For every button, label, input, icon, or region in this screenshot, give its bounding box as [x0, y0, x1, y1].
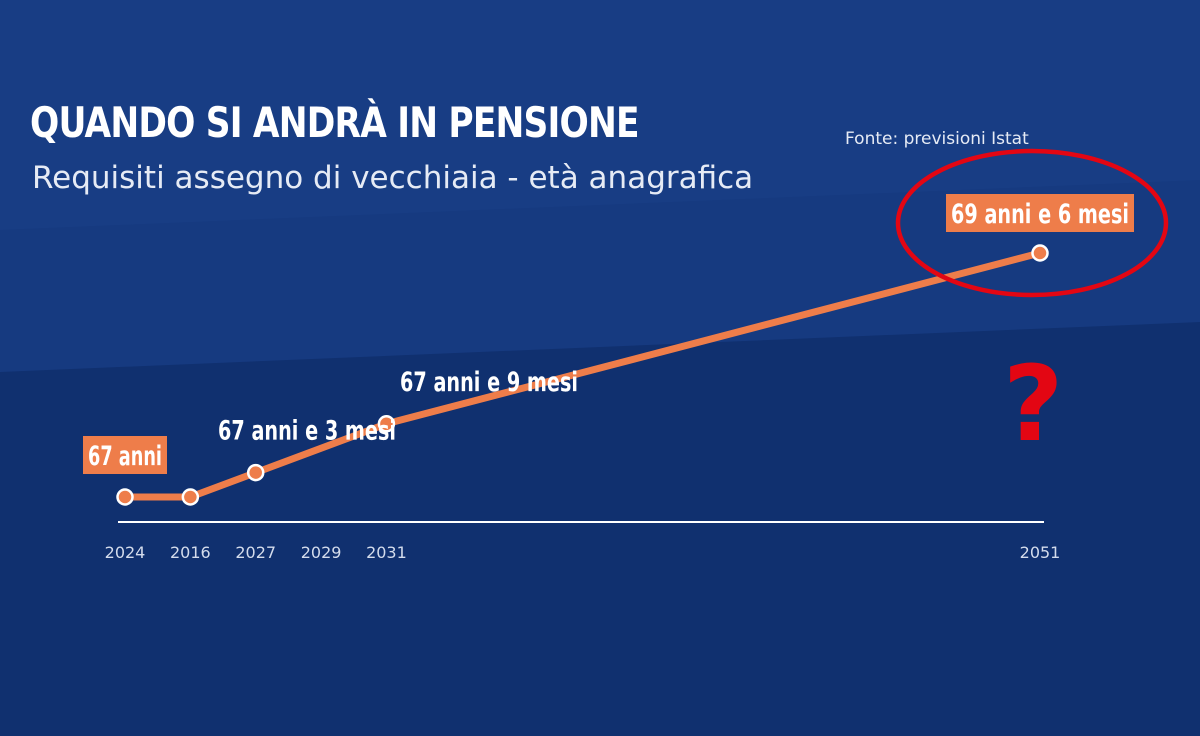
source-note: Fonte: previsioni Istat: [845, 129, 1029, 149]
data-label: 67 anni e 9 mesi: [400, 367, 578, 398]
data-label-box: [83, 436, 167, 474]
x-tick-label: 2029: [301, 543, 342, 562]
x-tick-label: 2027: [235, 543, 276, 562]
data-point: [377, 415, 396, 433]
x-tick-label: 2016: [170, 543, 211, 562]
chart-title: QUANDO SI ANDRÀ IN PENSIONE: [30, 98, 640, 147]
data-point: [181, 488, 200, 506]
question-mark-annotation: ?: [1003, 343, 1064, 465]
highlight-ellipse: [895, 148, 1169, 298]
chart-subtitle: Requisiti assegno di vecchiaia - età ana…: [32, 160, 754, 196]
series-line: [121, 249, 1044, 501]
data-point: [1031, 244, 1049, 262]
x-tick-label: 2031: [366, 543, 407, 562]
data-label: 67 anni: [88, 441, 162, 472]
x-tick-label: 2051: [1020, 543, 1061, 562]
data-point: [116, 488, 134, 506]
data-label: 69 anni e 6 mesi: [951, 199, 1129, 230]
data-point: [246, 463, 265, 482]
x-tick-label: 2024: [105, 543, 146, 562]
data-label-box: [946, 194, 1134, 232]
data-label: 67 anni e 3 mesi: [218, 416, 396, 447]
